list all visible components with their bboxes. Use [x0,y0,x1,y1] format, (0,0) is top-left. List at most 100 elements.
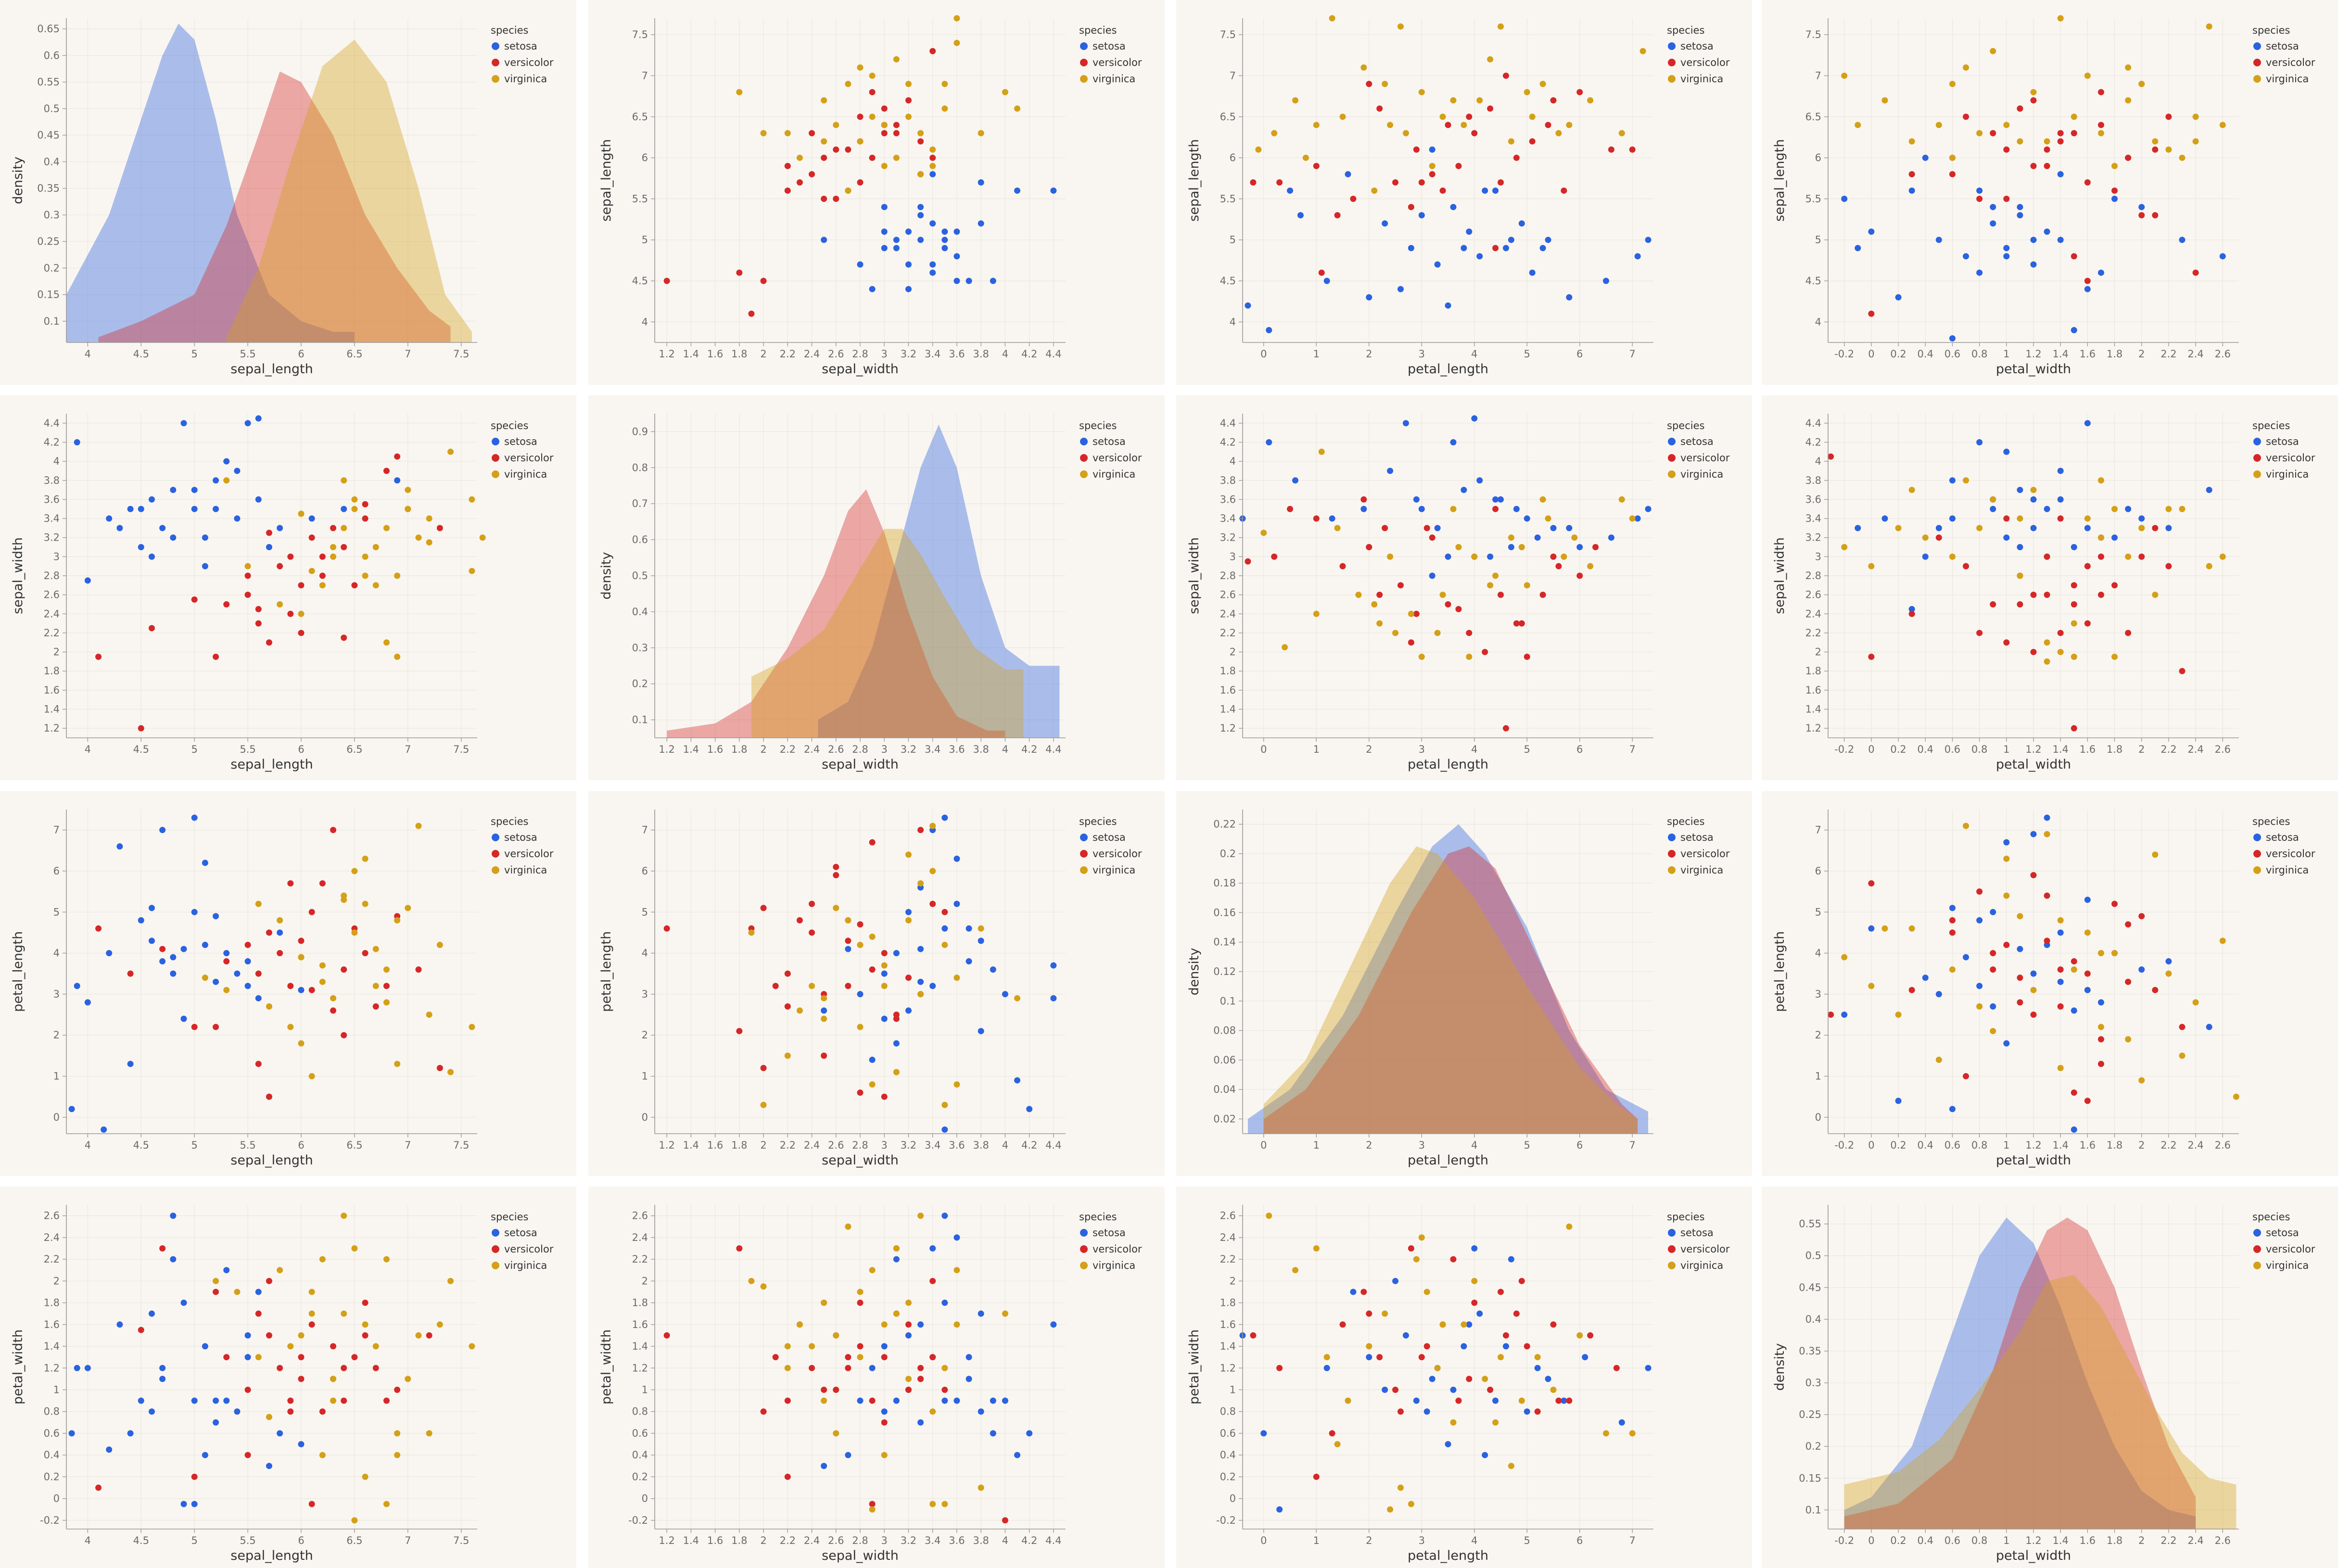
point-versicolor [255,970,262,977]
point-setosa [277,525,283,531]
point-virginica [2030,487,2037,493]
point-versicolor [287,1397,294,1404]
point-virginica [1366,1343,1372,1350]
y-tick-label: 0.45 [37,129,60,141]
point-virginica [881,122,888,128]
data-layer [663,814,1057,1133]
point-versicolor [869,1501,876,1507]
point-setosa [966,1376,972,1382]
point-versicolor [2125,921,2132,928]
legend-title: species [2252,1211,2290,1223]
point-virginica [2125,1036,2132,1043]
point-versicolor [2152,986,2159,993]
point-versicolor [809,171,815,177]
point-setosa [2003,534,2010,541]
point-virginica [857,1289,864,1295]
point-virginica [1908,925,1915,932]
x-tick-label: 2.2 [780,348,796,360]
point-virginica [223,986,230,993]
y-tick-label: 2.4 [1220,1232,1236,1243]
y-tick-label: 3.8 [1220,475,1236,486]
point-virginica [1461,1321,1467,1328]
point-virginica [1881,925,1888,932]
point-setosa [1855,525,1861,531]
scatter-chart: 4 4.5 5 5.5 6 6.5 7 7.501234567sepal_lengthpeta… [11,809,554,1168]
point-setosa [845,1452,851,1458]
x-tick-label: 1.4 [683,1535,699,1546]
y-tick-label: 5 [1815,234,1821,246]
x-axis-title: petal_width [1996,757,2071,772]
point-setosa [1502,1343,1509,1350]
point-setosa [1329,515,1335,522]
y-tick-label: 1.4 [44,1340,60,1352]
y-tick-label: 5 [53,906,60,918]
point-setosa [2030,261,2037,268]
x-tick-label: 7 [405,744,411,755]
point-setosa [2125,506,2132,512]
x-tick-label: 2.6 [828,1535,844,1546]
point-versicolor [319,1408,326,1415]
y-tick-label: 4.4 [1805,417,1821,429]
density-area-setosa [818,424,1060,738]
y-tick-label: 0.3 [1805,1377,1821,1389]
point-virginica [1466,654,1473,660]
point-virginica [760,1101,767,1108]
y-tick-label: 4.5 [1220,275,1236,287]
x-tick-label: 6 [298,348,304,360]
x-tick-label: 2.2 [2160,1535,2176,1546]
point-setosa [1963,253,1970,260]
legend-label-virginica: virginica [1680,468,1723,480]
density-chart: -0.2 0 0.2 0.4 0.6 0.8 1 1.2 1.4 1.6 1.8 2 2.2 2.4 2.6… [1772,1205,2315,1563]
y-tick-label: 2.6 [1220,589,1236,601]
legend-label-setosa: setosa [1093,832,1126,843]
y-axis-title: sepal_length [1772,139,1787,221]
point-versicolor [905,1321,912,1328]
point-setosa [966,278,972,284]
point-setosa [191,1501,198,1507]
point-versicolor [929,154,936,161]
point-setosa [2084,525,2091,531]
y-tick-label: 1.6 [44,1319,60,1330]
point-setosa [1935,237,1942,243]
y-axis-title: sepal_width [1772,537,1787,614]
legend-marker-setosa [1668,1229,1676,1237]
point-setosa [106,515,113,522]
y-tick-label: 4.2 [1805,436,1821,448]
y-tick-label: 7.5 [632,29,648,40]
point-virginica [1002,89,1008,96]
point-versicolor [821,1386,827,1393]
scatter-chart: 1.2 1.4 1.6 1.8 2 2.2 2.4 2.6 2.8 3 3.2 3.4 3.6 3.8 4 4… [599,809,1142,1168]
point-versicolor [748,310,755,317]
point-setosa [1392,1277,1399,1284]
point-virginica [244,563,251,569]
x-tick-label: 1.6 [2080,1535,2096,1546]
point-versicolor [929,48,936,54]
point-setosa [1423,1408,1430,1415]
point-virginica [1360,64,1367,71]
x-tick-label: 2.6 [828,348,844,360]
point-setosa [1935,991,1942,998]
x-tick-label: 1.4 [683,1139,699,1151]
legend-label-virginica: virginica [2266,864,2309,876]
y-tick-label: 0.15 [1799,1472,1821,1484]
point-setosa [1949,477,1956,484]
point-versicolor [1276,179,1283,186]
y-tick-label: 1.6 [632,1319,648,1330]
point-versicolor [1963,114,1970,120]
y-tick-label: 6 [1230,152,1236,164]
point-versicolor [2017,601,2023,607]
point-setosa [74,983,80,989]
y-tick-label: 5.5 [1805,193,1821,204]
point-versicolor [213,1289,219,1295]
gridlines [655,1205,1066,1529]
x-tick-label: 0.8 [1971,348,1987,360]
x-tick-label: 4.2 [1021,744,1037,755]
y-tick-label: -0.2 [40,1515,60,1526]
point-versicolor [1376,592,1383,598]
x-tick-label: 2.8 [852,348,868,360]
point-versicolor [1408,1245,1414,1252]
y-tick-label: 2.2 [1220,1253,1236,1265]
x-tick-label: 2 [1366,1535,1372,1546]
point-versicolor [2084,1098,2091,1104]
